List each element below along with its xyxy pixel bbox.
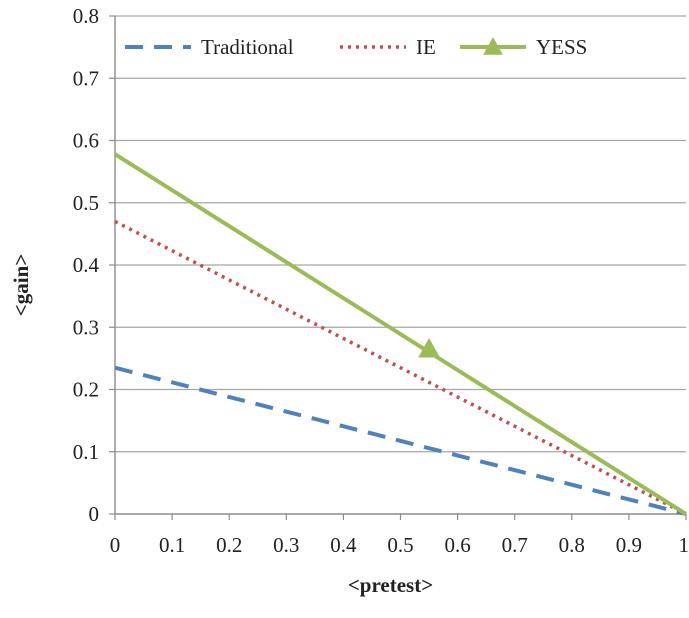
y-tick-label: 0.8 xyxy=(73,4,99,28)
series-line-traditional xyxy=(114,365,687,516)
x-tick-label: 0 xyxy=(110,533,121,557)
x-tick-label: 0.8 xyxy=(559,533,585,557)
y-tick-label: 0 xyxy=(89,502,100,526)
y-tick-label: 0.4 xyxy=(73,253,100,277)
y-axis-title: <gain> xyxy=(9,254,33,316)
x-tick-label: 0.6 xyxy=(444,533,470,557)
y-tick-label: 0.1 xyxy=(73,440,99,464)
x-tick-label: 0.2 xyxy=(216,533,242,557)
x-tick-label: 0.1 xyxy=(159,533,185,557)
x-tick-label: 0.5 xyxy=(387,533,413,557)
legend-label-traditional: Traditional xyxy=(201,35,294,59)
series-layer xyxy=(113,152,688,516)
y-tick-label: 0.6 xyxy=(73,129,99,153)
x-tick-label: 0.9 xyxy=(616,533,642,557)
x-tick-label: 1 xyxy=(679,533,689,557)
x-tick-label: 0.4 xyxy=(330,533,357,557)
x-tick-label: 0.3 xyxy=(273,533,299,557)
legend-label-ie: IE xyxy=(416,35,436,59)
y-tick-label: 0.5 xyxy=(73,191,99,215)
series-line-yess xyxy=(113,152,688,516)
legend-marker-yess xyxy=(483,36,503,55)
x-axis-title: <pretest> xyxy=(348,573,433,597)
legend-label-yess: YESS xyxy=(536,35,587,59)
series-marker-yess xyxy=(418,338,440,358)
y-tick-label: 0.7 xyxy=(73,66,99,90)
x-tick-label: 0.7 xyxy=(502,533,528,557)
legend: Traditional IE YESS xyxy=(125,35,587,59)
y-tick-label: 0.3 xyxy=(73,315,99,339)
y-tick-label: 0.2 xyxy=(73,378,99,402)
series-line-ie xyxy=(114,219,687,516)
grid-layer xyxy=(115,15,686,453)
axis-layer: 0 0.1 0.2 0.3 0.4 0.5 0.6 0.7 0.8 0 0.1 0.2 0.3 0.4 0.… xyxy=(73,4,689,557)
